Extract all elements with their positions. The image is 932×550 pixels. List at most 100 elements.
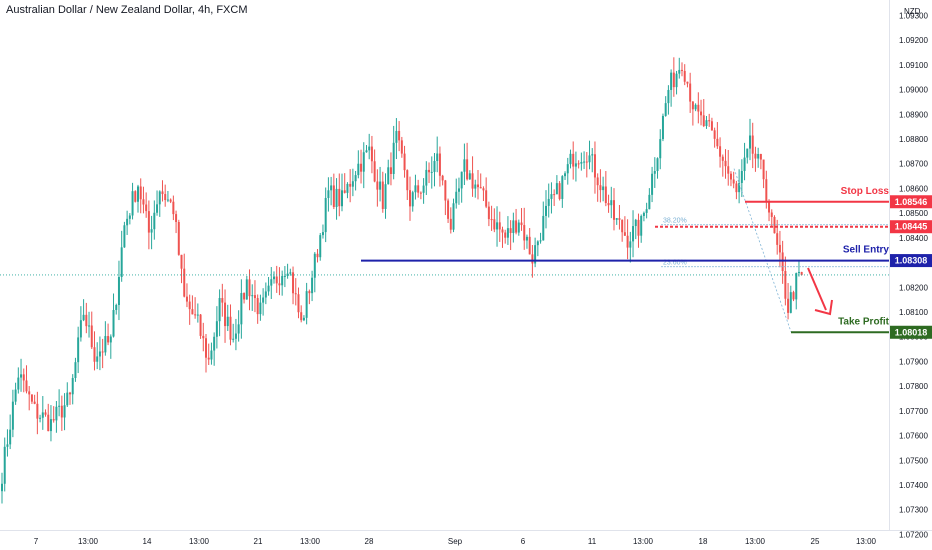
candle-body: [11, 401, 14, 430]
candle-body: [477, 184, 479, 188]
candle-body: [729, 173, 732, 180]
candle-body: [577, 163, 580, 165]
candle-body: [506, 228, 509, 238]
candle-body: [602, 186, 605, 191]
candle-body: [286, 273, 289, 276]
candle-body: [177, 221, 180, 255]
candle-body: [373, 161, 376, 182]
candle-body: [158, 191, 161, 205]
candle-body: [681, 69, 683, 71]
candle-body: [237, 324, 240, 334]
candle-body: [128, 215, 131, 219]
candle-body: [498, 222, 501, 230]
candle-body: [77, 337, 80, 363]
price-tick-label: 1.08900: [899, 110, 928, 119]
candle-body: [387, 167, 390, 185]
candle-body: [618, 218, 621, 220]
candle-body: [585, 161, 588, 163]
candle-body: [109, 336, 112, 343]
candle-body: [210, 350, 213, 360]
time-tick-label: 11: [588, 537, 597, 546]
candle-body: [131, 191, 134, 216]
candle-body: [452, 203, 455, 230]
price-badge-label: 1.08308: [895, 256, 928, 266]
candle-body: [768, 201, 771, 213]
candle-body: [90, 325, 93, 348]
candle-body: [248, 279, 251, 297]
arrowhead-icon: [814, 299, 833, 316]
candle-body: [664, 103, 667, 116]
candle-body: [22, 374, 25, 381]
candle-body: [626, 235, 629, 248]
candle-body: [727, 166, 730, 174]
candle-body: [218, 298, 221, 322]
candle-body: [224, 302, 227, 327]
candle-body: [191, 309, 194, 315]
candle-body: [634, 219, 637, 227]
candle-body: [604, 186, 607, 204]
candle-body: [332, 185, 335, 207]
candle-body: [311, 277, 314, 294]
candle-body: [697, 104, 700, 112]
candle-body: [112, 310, 115, 337]
candle-body: [789, 292, 792, 313]
candle-body: [58, 405, 61, 407]
candle-body: [194, 314, 197, 316]
candle-body: [670, 72, 673, 90]
time-tick-label: 13:00: [300, 537, 321, 546]
candle-body: [441, 175, 444, 181]
candle-body: [797, 271, 800, 274]
candle-body: [196, 314, 199, 316]
candle-body: [281, 276, 284, 286]
candle-body: [161, 191, 164, 195]
overlays-layer: 38.20% 23.60% Stop Loss Sell Entry Take Prof…: [0, 168, 890, 334]
candle-body: [256, 298, 259, 315]
time-tick-label: 13:00: [189, 537, 210, 546]
candle-body: [433, 160, 436, 172]
candle-body: [534, 245, 537, 264]
candle-body: [202, 335, 205, 339]
price-tick-label: 1.08200: [899, 283, 928, 292]
price-tick-label: 1.07200: [899, 530, 928, 539]
candle-body: [52, 419, 55, 421]
candle-body: [33, 401, 36, 404]
candle-body: [623, 232, 626, 236]
time-tick-label: 14: [143, 537, 152, 546]
candle-body: [561, 176, 564, 199]
candle-body: [721, 156, 724, 161]
candle-body: [591, 154, 594, 156]
candle-body: [667, 89, 670, 104]
candle-body: [642, 212, 645, 217]
take-profit-label: Take Profit: [838, 316, 890, 327]
candle-body: [449, 218, 452, 230]
candle-body: [564, 173, 567, 177]
candle-body: [82, 314, 85, 321]
candle-body: [746, 148, 749, 158]
candle-body: [719, 146, 722, 157]
candle-body: [501, 229, 504, 233]
price-tick-label: 1.07600: [899, 432, 928, 441]
candle-body: [754, 153, 757, 159]
fib-level-label: 38.20%: [663, 218, 687, 225]
candle-body: [651, 173, 654, 195]
candle-body: [765, 179, 768, 202]
candle-body: [708, 120, 711, 122]
candle-body: [251, 295, 254, 297]
candle-body: [447, 200, 450, 219]
candle-body: [550, 194, 553, 199]
price-tick-label: 1.07800: [899, 382, 928, 391]
candle-body: [14, 389, 17, 402]
time-tick-label: 7: [34, 537, 39, 546]
candle-body: [357, 163, 360, 176]
candle-body: [44, 412, 47, 415]
candle-body: [264, 291, 267, 298]
candle-body: [438, 153, 441, 176]
candle-body: [226, 316, 229, 327]
price-tick-label: 1.07900: [899, 357, 928, 366]
candle-body: [610, 200, 613, 206]
candle-body: [395, 130, 398, 143]
candle-body: [305, 291, 308, 318]
candle-body: [207, 357, 210, 360]
price-tick-label: 1.08600: [899, 184, 928, 193]
price-tick-label: 1.08500: [899, 209, 928, 218]
